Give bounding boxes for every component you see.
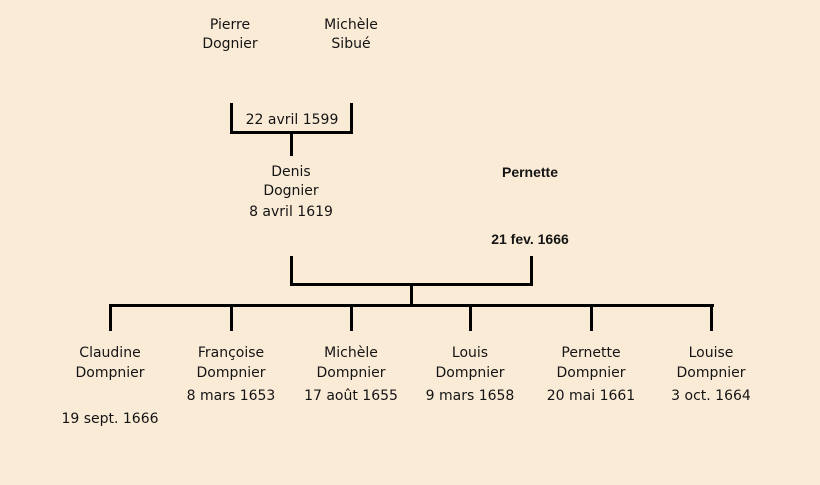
person-last-name: Dompnier <box>75 365 145 381</box>
person-node-claudine-dompnier[interactable]: Claudine Dompnier <box>45 343 175 383</box>
person-node-pierre-dognier[interactable]: Pierre Dognier <box>170 16 290 54</box>
child-connector-line <box>469 307 472 331</box>
michele-date-label: 17 août 1655 <box>304 388 398 404</box>
person-last-name: Dompnier <box>435 365 505 381</box>
person-node-francoise-dompnier[interactable]: Françoise Dompnier <box>166 343 296 383</box>
marriage1-bracket-left-line <box>230 103 233 134</box>
person-first-name: Denis <box>271 164 311 180</box>
denis-date-label: 8 avril 1619 <box>249 204 333 220</box>
person-node-louis-dompnier[interactable]: Louis Dompnier <box>405 343 535 383</box>
person-last-name: Dognier <box>202 36 258 52</box>
person-first-name: Pierre <box>209 17 251 33</box>
person-node-michele-dompnier[interactable]: Michèle Dompnier <box>286 343 416 383</box>
marriage1-date-label: 22 avril 1599 <box>245 112 339 128</box>
children-horizontal-line <box>109 304 714 307</box>
person-last-name: Dompnier <box>196 365 266 381</box>
person-first-name: Louis <box>451 345 489 361</box>
child-connector-line <box>109 307 112 331</box>
person-last-name: Dompnier <box>676 365 746 381</box>
pernette-date-label: 21 fev. 1666 <box>491 231 569 247</box>
person-node-michele-sibue[interactable]: Michèle Sibué <box>291 16 411 54</box>
louis-date-label: 9 mars 1658 <box>425 388 515 404</box>
couple-bracket-left-line <box>290 256 293 286</box>
child-connector-line <box>230 307 233 331</box>
couple-bracket-horizontal-line <box>290 283 533 286</box>
marriage1-bracket-horizontal-line <box>230 131 353 134</box>
louise-date-label: 3 oct. 1664 <box>671 388 751 404</box>
marriage1-descent-line <box>290 134 293 156</box>
person-first-name: Michèle <box>324 17 378 33</box>
person-node-louise-dompnier[interactable]: Louise Dompnier <box>646 343 776 383</box>
francoise-date-label: 8 mars 1653 <box>186 388 276 404</box>
pernette-jr-date-label: 20 mai 1661 <box>546 388 636 404</box>
person-last-name: Dompnier <box>316 365 386 381</box>
couple-bracket-right-line <box>530 256 533 286</box>
person-first-name: Louise <box>688 345 734 361</box>
person-node-pernette[interactable]: Pernette <box>470 163 590 182</box>
child-connector-line <box>590 307 593 331</box>
person-node-pernette-dompnier[interactable]: Pernette Dompnier <box>526 343 656 383</box>
couple-descent-line <box>410 286 413 307</box>
person-first-name: Michèle <box>324 345 378 361</box>
person-last-name: Sibué <box>331 36 371 52</box>
person-last-name: Dompnier <box>556 365 626 381</box>
person-node-denis-dognier[interactable]: Denis Dognier <box>231 163 351 201</box>
person-first-name: Pernette <box>561 345 621 361</box>
child-connector-line <box>710 307 713 331</box>
person-first-name: Françoise <box>197 345 265 361</box>
claudine-date-label: 19 sept. 1666 <box>61 411 159 427</box>
child-connector-line <box>350 307 353 331</box>
person-last-name: Dognier <box>263 183 319 199</box>
marriage1-bracket-right-line <box>350 103 353 134</box>
person-first-name: Claudine <box>79 345 141 361</box>
person-first-name: Pernette <box>501 164 559 180</box>
